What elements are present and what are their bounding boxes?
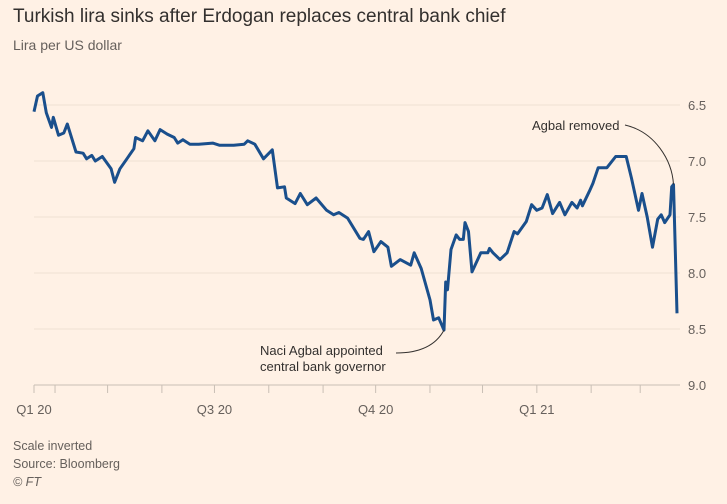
y-tick-label: 8.5 — [688, 322, 706, 337]
scale-note: Scale inverted — [13, 439, 93, 453]
chart-subtitle: Lira per US dollar — [13, 37, 122, 53]
annotation-connector — [395, 329, 445, 354]
source-note: Source: Bloomberg — [13, 457, 121, 471]
x-tick-label: Q1 20 — [16, 402, 51, 417]
y-tick-label: 7.0 — [688, 154, 706, 169]
annotation-agbal-appointed: central bank governor — [260, 359, 386, 374]
annotation-connector — [624, 124, 674, 185]
x-tick-label: Q3 20 — [197, 402, 232, 417]
y-tick-label: 8.0 — [688, 266, 706, 281]
y-tick-label: 9.0 — [688, 378, 706, 393]
chart-title: Turkish lira sinks after Erdogan replace… — [13, 6, 506, 27]
credit-note: © FT — [13, 475, 41, 489]
annotation-agbal-appointed: Naci Agbal appointed — [260, 343, 383, 358]
annotation-agbal-removed: Agbal removed — [532, 118, 619, 133]
x-tick-label: Q1 21 — [519, 402, 554, 417]
lira-series-line — [32, 91, 679, 332]
x-tick-label: Q4 20 — [358, 402, 393, 417]
y-tick-label: 6.5 — [688, 98, 706, 113]
y-tick-label: 7.5 — [688, 210, 706, 225]
